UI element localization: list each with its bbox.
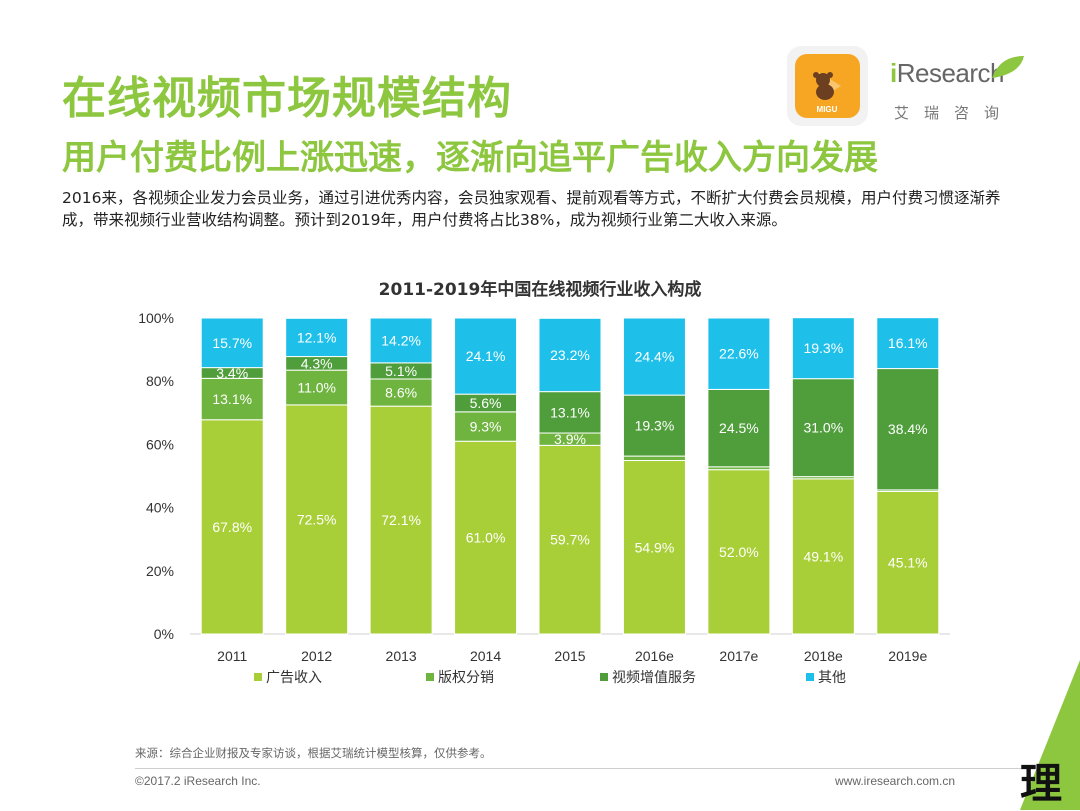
website: www.iresearch.com.cn <box>835 774 956 788</box>
y-tick-label: 20% <box>146 563 174 579</box>
legend-swatch <box>254 673 262 681</box>
data-label: 4.3% <box>301 355 333 371</box>
bar-segment <box>538 391 602 434</box>
y-tick-label: 60% <box>146 436 174 452</box>
data-label: 72.1% <box>381 512 421 528</box>
legend-swatch <box>600 673 608 681</box>
data-label: 59.7% <box>550 532 590 548</box>
y-tick-label: 0% <box>154 626 174 642</box>
data-label: 14.2% <box>381 332 421 348</box>
brand-prefix: i <box>890 58 897 88</box>
bar-segment <box>369 378 433 407</box>
leaf-icon <box>992 56 1024 78</box>
bar-segment <box>707 317 771 390</box>
data-label: 61.0% <box>466 530 506 546</box>
x-tick-label: 2018e <box>804 648 843 664</box>
bar-segment <box>285 404 349 635</box>
bar-segment <box>707 469 771 635</box>
data-label: 24.1% <box>466 348 506 364</box>
bar-segment <box>369 317 433 364</box>
data-label: 72.5% <box>297 511 337 527</box>
data-label: 22.6% <box>719 346 759 362</box>
bar-segment <box>369 405 433 635</box>
data-label: 13.1% <box>212 391 252 407</box>
bar-segment <box>622 317 686 396</box>
data-label: 3.9% <box>554 431 586 447</box>
bar-segment <box>622 455 686 462</box>
bar-segment <box>454 440 518 635</box>
bar-segment <box>285 369 349 406</box>
x-tick-label: 2013 <box>386 648 417 664</box>
data-label: 45.1% <box>888 555 928 571</box>
bar-segment <box>791 478 855 635</box>
legend-label: 版权分销 <box>438 670 494 686</box>
footer-divider <box>135 768 1035 769</box>
bar-segment <box>538 444 602 635</box>
bar-segment <box>200 419 264 635</box>
x-tick-label: 2015 <box>554 648 585 664</box>
source-note: 来源：综合企业财报及专家访谈，根据艾瑞统计模型核算，仅供参考。 <box>135 746 492 760</box>
data-label: 31.0% <box>803 420 843 436</box>
corner-accent <box>1020 660 1080 810</box>
data-label: 38.4% <box>888 421 928 437</box>
bar-segment <box>200 317 264 369</box>
bar-segment <box>285 317 349 358</box>
data-label: 23.2% <box>550 347 590 363</box>
data-label: 3.4% <box>216 365 248 381</box>
data-label: 8.6% <box>385 385 417 401</box>
data-label: 67.8% <box>212 519 252 535</box>
bar-segment <box>791 317 855 380</box>
bar-segment <box>454 317 518 395</box>
x-tick-label: 2019e <box>888 648 927 664</box>
brand-cn: 艾瑞咨询 <box>894 104 1015 122</box>
data-label: 5.6% <box>470 395 502 411</box>
page-description: 2016来，各视频企业发力会员业务，通过引进优秀内容，会员独家观看、提前观看等方… <box>62 189 1001 229</box>
bar-segment <box>707 388 771 468</box>
data-label: 16.1% <box>888 335 928 351</box>
iresearch-logo: iResearch 艾瑞咨询 <box>890 56 1030 128</box>
data-label: 24.5% <box>719 420 759 436</box>
y-tick-label: 80% <box>146 373 174 389</box>
bar-segment <box>876 317 940 370</box>
page-subtitle: 用户付费比例上涨迅速，逐渐向追平广告收入方向发展 <box>62 138 878 178</box>
data-label: 15.7% <box>212 335 252 351</box>
x-tick-label: 2014 <box>470 648 501 664</box>
x-tick-label: 2012 <box>301 648 332 664</box>
copyright: ©2017.2 iResearch Inc. <box>135 774 261 788</box>
app-logo-label: MIGU <box>817 105 838 114</box>
bar-segment <box>538 317 602 393</box>
data-label: 49.1% <box>803 548 843 564</box>
legend-label: 其他 <box>818 670 846 686</box>
legend-swatch <box>426 673 434 681</box>
data-label: 24.4% <box>635 349 675 365</box>
x-tick-label: 2016e <box>635 648 674 664</box>
brand-rest: Research <box>896 58 1005 88</box>
data-label: 19.3% <box>803 340 843 356</box>
page-title: 在线视频市场规模结构 <box>62 73 512 124</box>
chart-title: 2011-2019年中国在线视频行业收入构成 <box>378 280 702 300</box>
x-tick-label: 2011 <box>217 648 247 664</box>
data-label: 12.1% <box>297 329 337 345</box>
data-label: 19.3% <box>635 418 675 434</box>
watermark-glyph: 理 <box>1020 759 1063 808</box>
y-tick-label: 40% <box>146 500 174 516</box>
legend-label: 视频增值服务 <box>612 670 696 686</box>
data-label: 9.3% <box>470 419 502 435</box>
data-label: 11.0% <box>297 380 336 396</box>
x-tick-label: 2017e <box>719 648 758 664</box>
migu-app-icon: MIGU <box>787 46 868 126</box>
data-label: 54.9% <box>635 539 675 555</box>
y-tick-label: 100% <box>138 310 174 326</box>
data-label: 13.1% <box>550 404 590 420</box>
legend-label: 广告收入 <box>266 670 322 686</box>
data-label: 52.0% <box>719 544 759 560</box>
legend-swatch <box>806 673 814 681</box>
data-label: 5.1% <box>385 363 417 379</box>
bar-segment <box>622 460 686 635</box>
bar-segment <box>454 411 518 442</box>
bar-segment <box>200 377 264 421</box>
bar-segment <box>791 378 855 478</box>
brand-name: iResearch <box>890 58 1005 89</box>
